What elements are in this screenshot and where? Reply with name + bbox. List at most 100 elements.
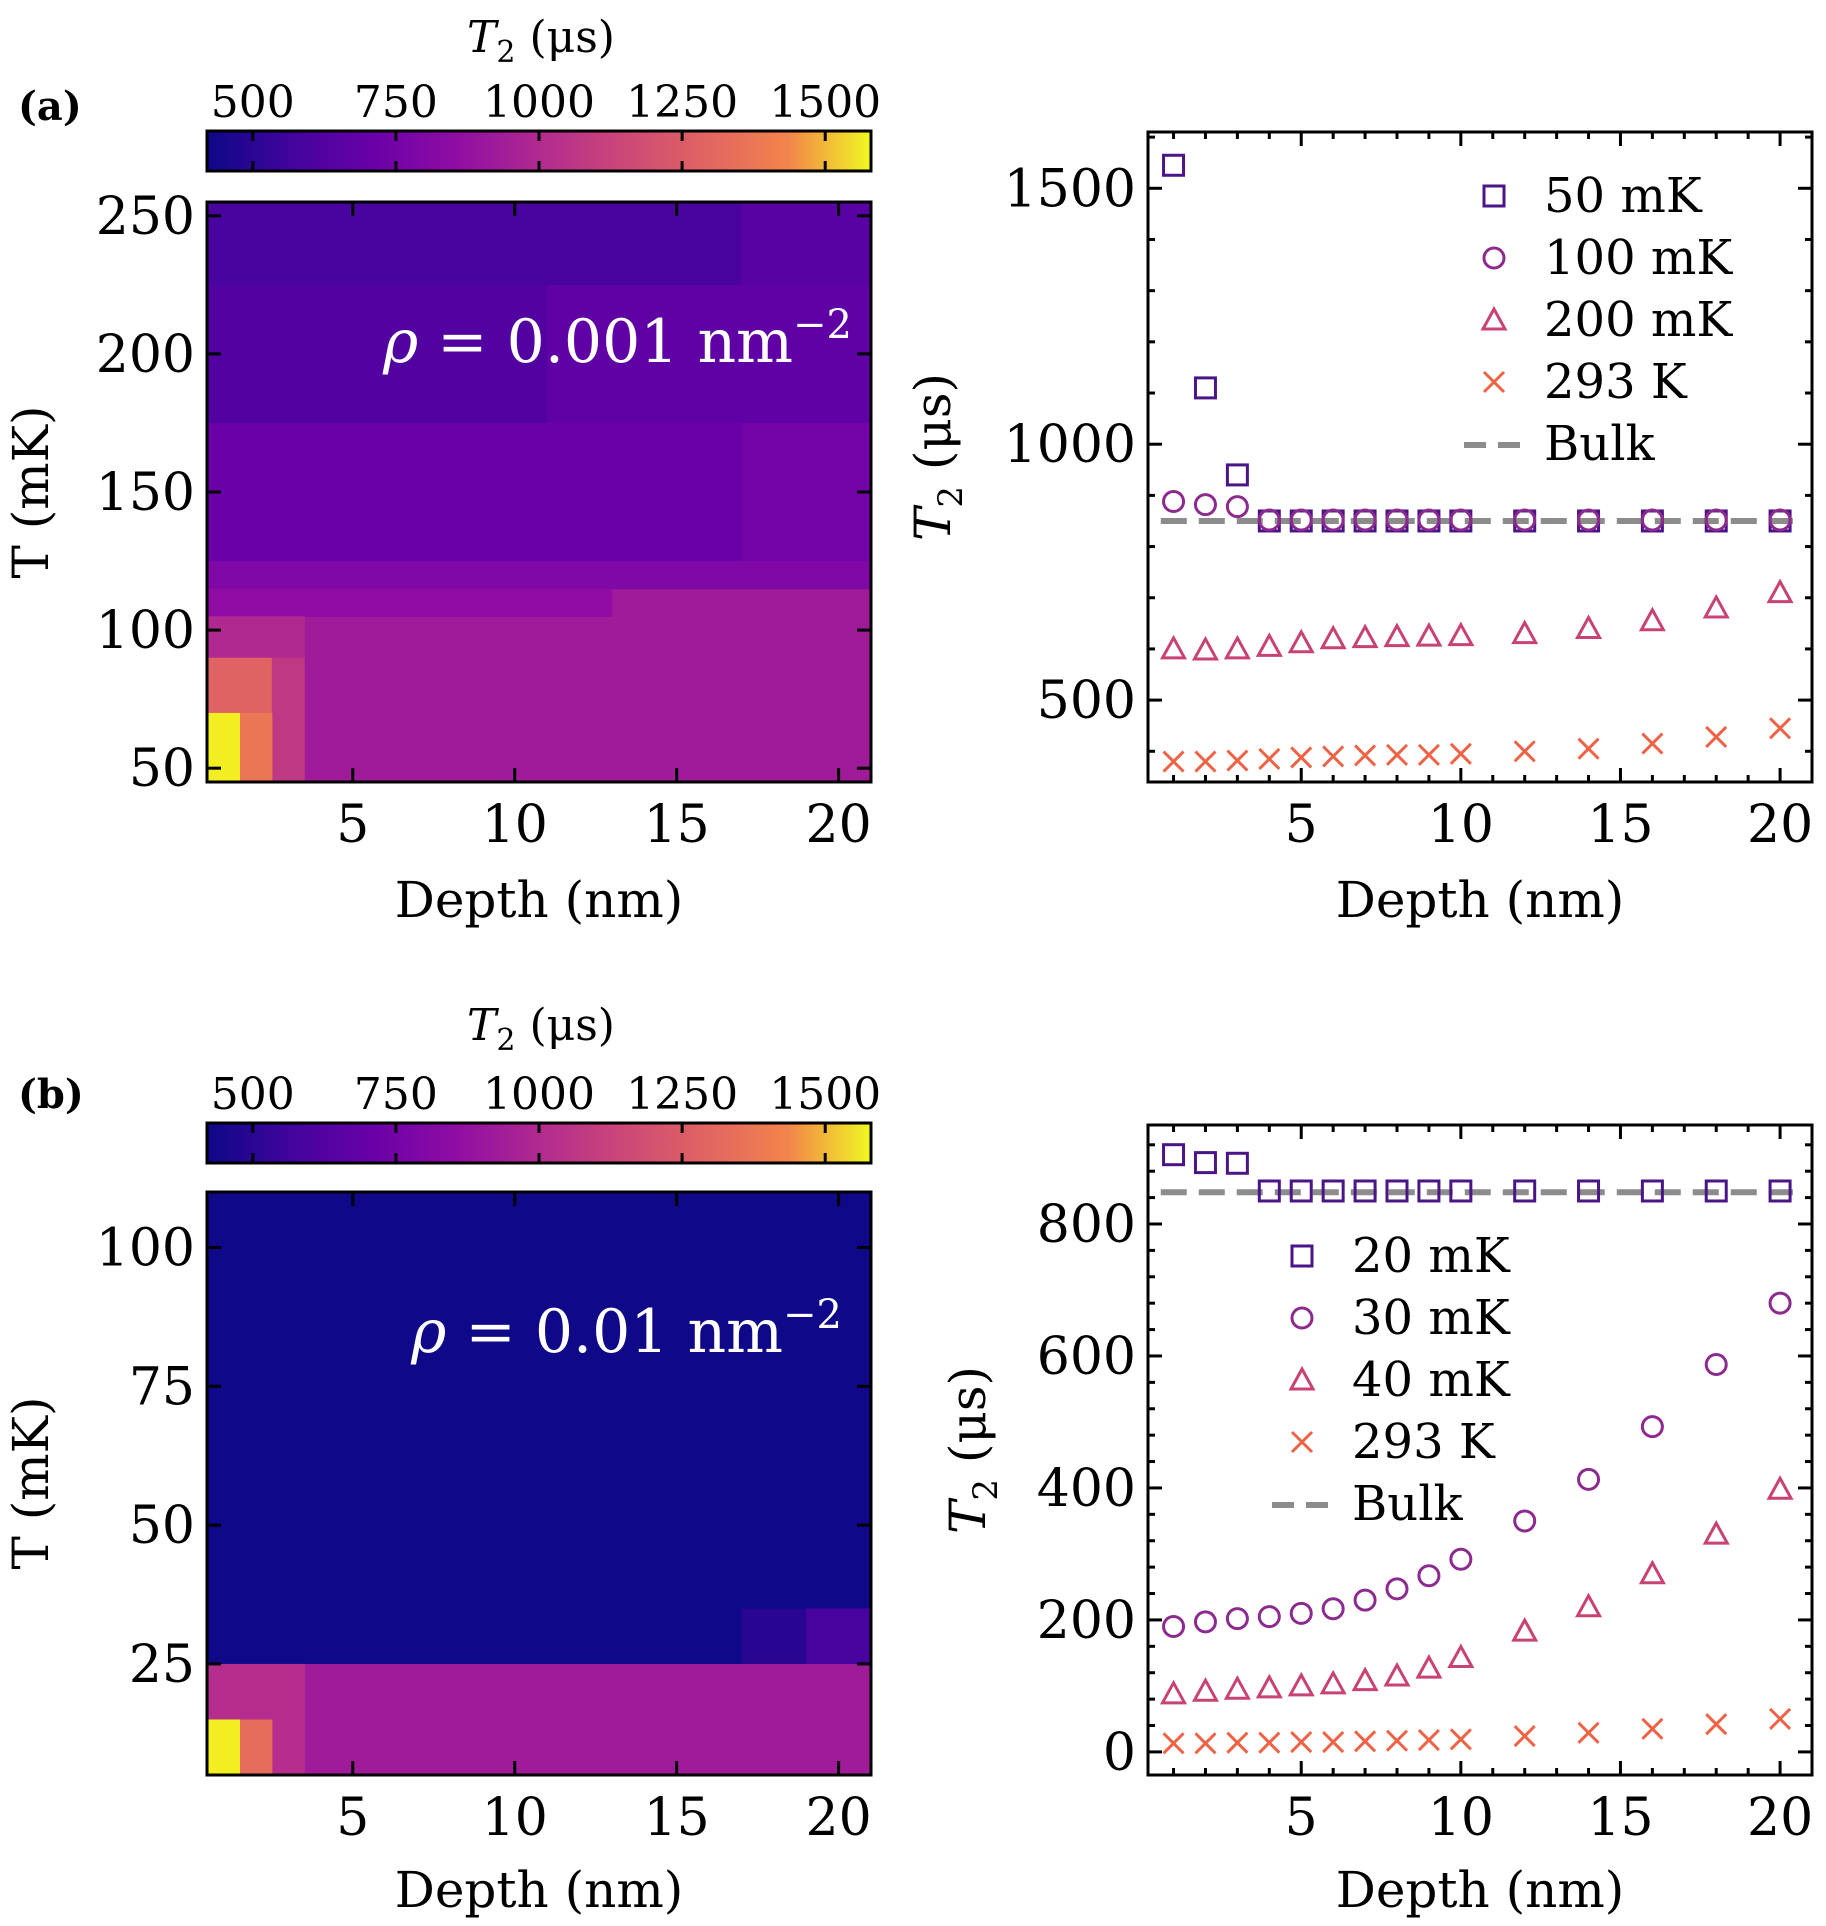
scatter-b-point [1191,1677,1219,1702]
panel-label-a: (a) [18,83,82,130]
scatter-b-point [1577,1467,1601,1491]
heatmap-a: ρ = 0.001 nm−2 5 10 15 20 50 100 150 200 250 Dep… [2,187,873,929]
scatter-a-point [1705,725,1728,749]
panel-b: (b) T2 (μs) 500 750 1000 1250 1500 ρ = 0.01 … [2,1000,1814,1919]
scatter-a-point [1194,750,1217,773]
heatmap-b-ylabel: T (mK) [2,1396,60,1569]
scatter-b-point [1290,1730,1313,1754]
scatter-b-point [1160,1679,1188,1705]
heatmap-b-xtick-label: 10 [482,1788,548,1848]
scatter-a-point [1383,622,1411,648]
scatter-a-point [1223,634,1251,660]
colorbar-b-tick-label: 500 [211,1069,295,1120]
scatter-b-point [1385,1729,1409,1752]
scatter-b-point [1417,1728,1440,1752]
scatter-b-point [1354,1730,1377,1753]
scatter-a-xlabel: Depth (nm) [1336,871,1625,929]
scatter-a-point [1289,508,1313,532]
scatter-b-xtick-label: 10 [1428,1788,1494,1848]
heatmap-a-ytick-label: 250 [96,187,195,247]
scatter-b-point [1257,1605,1281,1629]
legend-a-marker-shape [1482,184,1506,208]
scatter-a-ytick-label: 1000 [1004,415,1136,475]
legend-a-label-bulk: Bulk [1544,416,1656,472]
heatmap-a-xtick-label: 20 [806,795,872,855]
scatter-a-point [1417,743,1440,766]
legend-a-marker-shape [1482,370,1506,394]
scatter-a-point [1449,742,1472,765]
legend-b-item-2: 30 mK [1290,1290,1511,1346]
heatmap-b-cell [741,1608,807,1665]
scatter-b-point [1223,1675,1251,1700]
scatter-a-point [1160,634,1188,660]
colorbar-b-label: T2 (μs) [467,1000,615,1058]
colorbar-a-tick-label: 1500 [769,77,881,128]
scatter-b-point [1513,1725,1536,1748]
scatter-a-point [1447,621,1475,647]
legend-b-marker-shape [1288,1365,1316,1391]
scatter-a-point [1162,490,1186,514]
scatter-b-xtick-label: 20 [1747,1788,1813,1848]
heatmap-b-xtick-label: 20 [806,1788,872,1848]
scatter-b-point [1638,1559,1666,1585]
heatmap-b-ticks: 5 10 15 20 25 50 75 100 [96,1192,872,1848]
scatter-a-xtick-label: 20 [1747,795,1813,855]
scatter-a-point [1417,508,1441,532]
scatter-b-legend: 20 mK 30 mK 40 mK 293 K Bulk [1272,1228,1511,1532]
heatmap-a-xtick-label: 10 [482,795,548,855]
scatter-a-point [1255,632,1283,657]
legend-b-label-2: 30 mK [1352,1290,1511,1346]
scatter-a-point [1351,623,1379,649]
colorbar-a-ticks: 500 750 1000 1250 1500 [211,77,881,171]
scatter-b-point [1162,1615,1186,1639]
colorbar-b-tick-label: 750 [354,1069,438,1120]
legend-b-item-4: 293 K [1290,1414,1496,1470]
scatter-b-point [1193,1610,1217,1634]
scatter-b-ytick-label: 600 [1037,1327,1136,1387]
scatter-b-point [1225,1151,1249,1175]
legend-b-marker-2 [1290,1306,1314,1330]
heatmap-b-xtick-label: 15 [644,1788,710,1848]
scatter-b-point [1257,1179,1281,1203]
colorbar-a-label: T2 (μs) [467,12,615,70]
scatter-a-point [1225,495,1249,519]
scatter-b-point [1385,1179,1409,1203]
legend-a-item-1: 50 mK [1482,168,1703,224]
legend-b-marker-shape [1290,1244,1314,1268]
scatter-a-point [1513,740,1536,763]
scatter-a-point [1191,635,1219,661]
scatter-a-point [1385,743,1409,766]
scatter-b-point [1447,1643,1475,1669]
heatmap-a-ytick-label: 50 [129,739,195,799]
scatter-a-point [1577,737,1600,760]
scatter-b-point [1449,1547,1473,1571]
legend-a-marker-4 [1482,370,1506,394]
scatter-b-point [1575,1592,1603,1618]
legend-b-item-1: 20 mK [1290,1228,1511,1284]
scatter-a-point [1575,614,1603,639]
scatter-b-point [1511,1617,1539,1642]
legend-b-marker-4 [1290,1430,1314,1454]
heatmap-a-annotation: ρ = 0.001 nm−2 [382,302,852,377]
scatter-b-point [1193,1151,1217,1175]
scatter-b-point [1385,1577,1409,1601]
scatter-b-ytick-label: 0 [1103,1723,1136,1783]
scatter-b-point [1769,1707,1792,1730]
scatter-a-point [1225,463,1249,487]
heatmap-a-cell [547,284,872,424]
heatmap-a-cell [207,588,613,617]
scatter-a-legend: 50 mK 100 mK 200 mK 293 K Bulk [1464,168,1733,472]
colorbar-a: T2 (μs) 500 750 1000 1250 1500 [205,12,881,173]
heatmap-b-cells [207,1192,872,1776]
scatter-b-point [1321,1597,1345,1621]
scatter-b-point [1577,1721,1600,1744]
scatter-b-point [1255,1673,1283,1699]
scatter-b-point [1225,1607,1249,1631]
colorbar-b-ticks: 500 750 1000 1250 1500 [211,1069,881,1163]
scatter-a-point [1353,508,1377,532]
heatmap-b-annotation: ρ = 0.01 nm−2 [410,1292,842,1367]
scatter-a-point [1769,717,1792,740]
scatter-b-ylabel: T2 (μs) [939,1366,1006,1534]
